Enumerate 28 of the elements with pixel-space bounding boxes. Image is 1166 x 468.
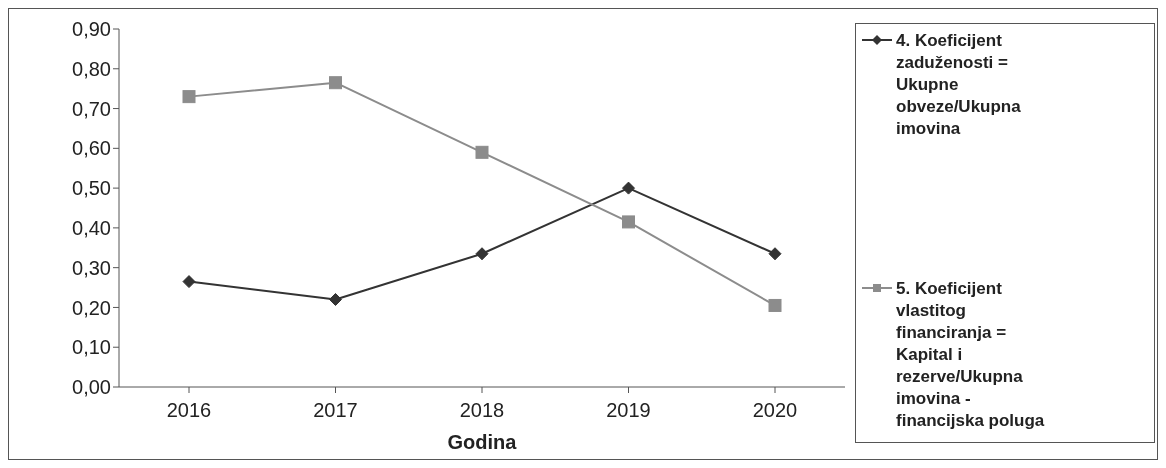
point <box>329 76 342 90</box>
point <box>622 181 635 195</box>
y-tick-label: 0,80 <box>72 57 111 80</box>
legend-label: 4. Koeficijent zaduženosti = Ukupne obveze/Ukupna imovina <box>896 30 1022 140</box>
y-tick-label: 0,00 <box>72 376 111 399</box>
y-tick-label: 0,20 <box>72 296 111 319</box>
x-axis-title: Godina <box>447 431 518 453</box>
point <box>329 292 342 306</box>
y-tick-label: 0,70 <box>72 97 111 120</box>
x-tick-label: 2019 <box>606 399 651 422</box>
y-tick-label: 0,90 <box>72 18 111 41</box>
y-tick-label: 0,40 <box>72 216 111 239</box>
point <box>768 247 782 261</box>
point <box>182 90 196 104</box>
y-tick-label: 0,50 <box>72 177 111 200</box>
point <box>475 247 489 261</box>
point <box>182 275 196 289</box>
point <box>622 215 635 229</box>
y-tick-label: 0,10 <box>72 336 111 359</box>
x-tick-label: 2018 <box>459 399 505 422</box>
y-tick-label: 0,30 <box>72 256 111 279</box>
y-tick-label: 0,60 <box>72 137 111 160</box>
point <box>768 298 782 312</box>
legend-label: 5. Koeficijent vlastitog financiranja = Kapital i rezerve/Ukupna imovina - financijska poluga <box>896 278 1046 432</box>
x-tick-label: 2020 <box>752 399 798 422</box>
point <box>475 145 489 159</box>
x-tick-label: 2016 <box>166 399 212 422</box>
x-tick-label: 2017 <box>313 399 358 422</box>
